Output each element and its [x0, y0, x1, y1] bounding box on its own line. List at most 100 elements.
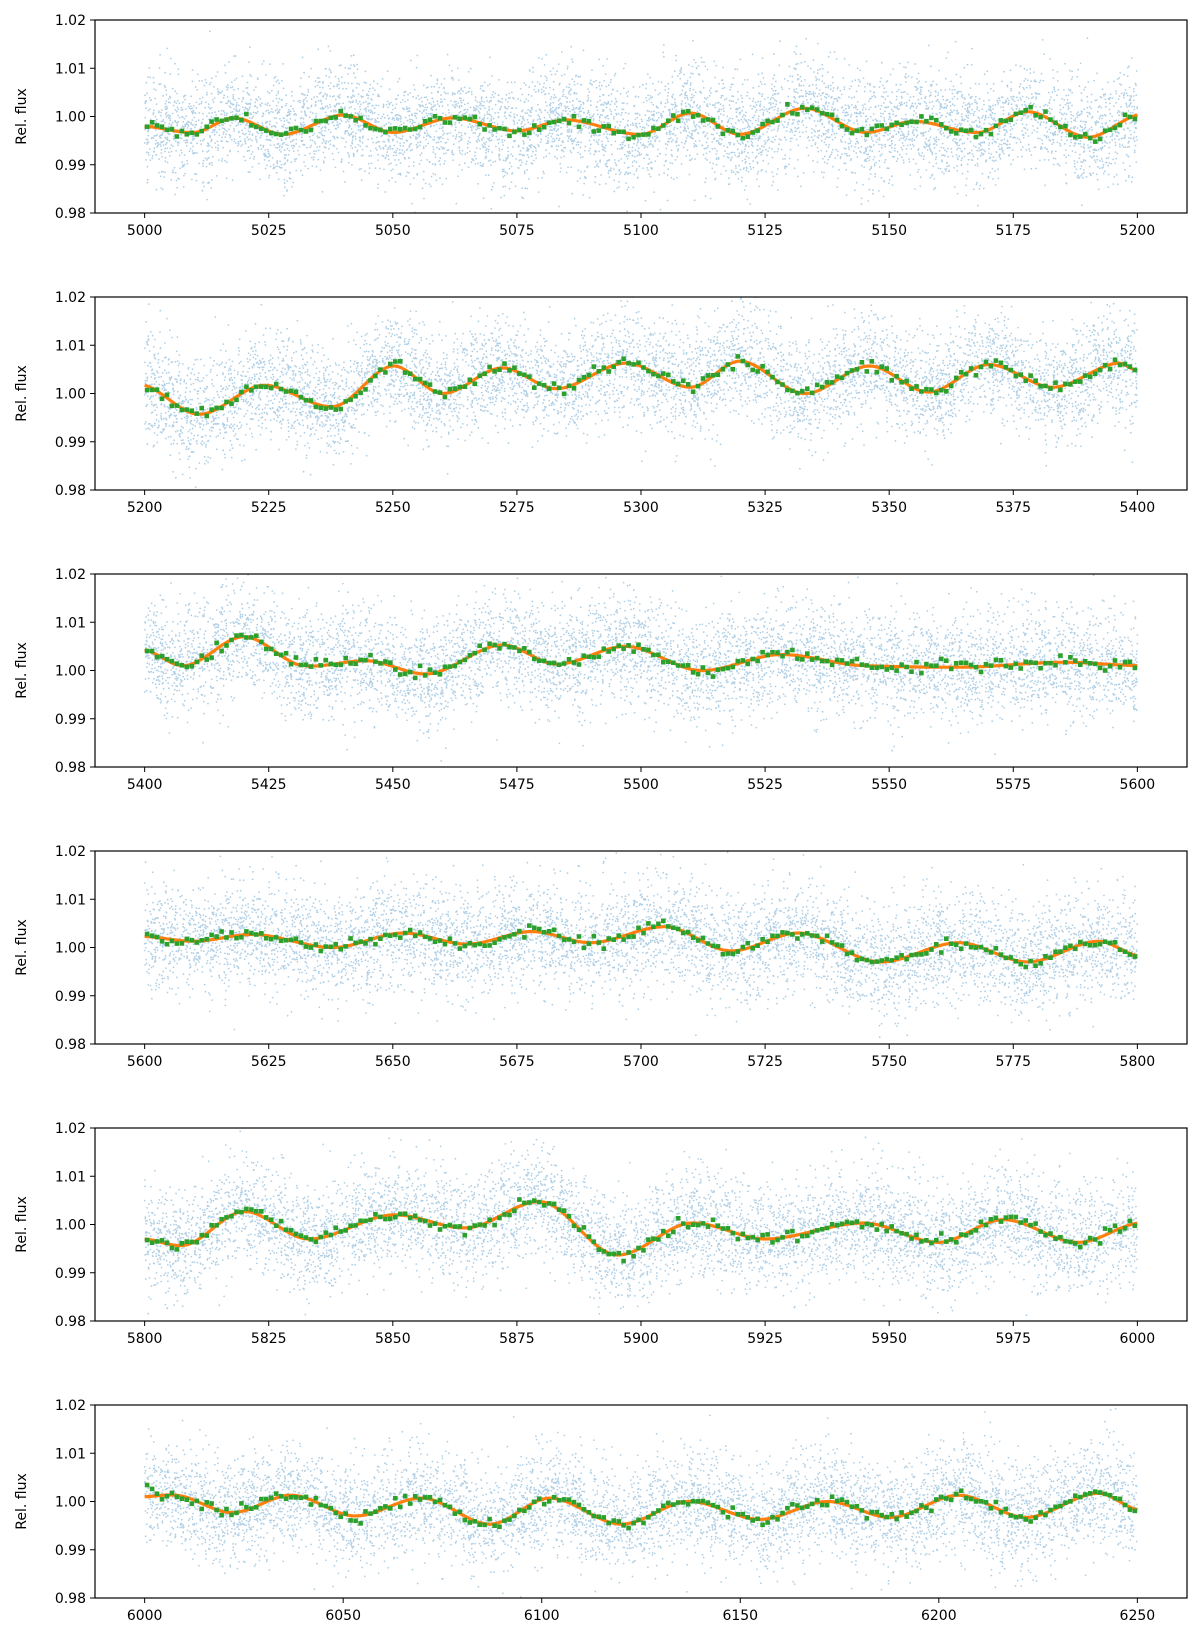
binned-point: [329, 116, 334, 121]
binned-point: [606, 1252, 611, 1257]
y-tick-label: 1.00: [55, 387, 86, 403]
binned-point: [1083, 659, 1088, 664]
binned-point: [661, 660, 666, 665]
binned-point: [487, 1217, 492, 1222]
binned-point: [706, 1224, 711, 1229]
binned-point: [800, 1506, 805, 1511]
binned-point: [289, 938, 294, 943]
binned-point: [597, 654, 602, 659]
binned-point: [577, 1503, 582, 1508]
binned-point: [378, 661, 383, 666]
binned-point: [433, 114, 438, 119]
binned-point: [150, 388, 155, 393]
binned-point: [562, 1208, 567, 1213]
binned-point: [537, 381, 542, 386]
binned-point: [870, 127, 875, 132]
binned-point: [279, 387, 284, 392]
binned-point: [661, 1504, 666, 1509]
binned-point: [969, 1497, 974, 1502]
binned-point: [840, 1222, 845, 1227]
y-tick-label: 1.02: [55, 1398, 86, 1414]
binned-point: [875, 1510, 880, 1515]
binned-point: [1073, 1493, 1078, 1498]
binned-point: [1048, 1231, 1053, 1236]
binned-point: [224, 643, 229, 648]
binned-point: [1018, 110, 1023, 115]
binned-point: [244, 1505, 249, 1510]
binned-point: [741, 945, 746, 950]
binned-point: [492, 643, 497, 648]
binned-point: [765, 119, 770, 124]
binned-point: [696, 938, 701, 943]
binned-point: [636, 926, 641, 931]
binned-point: [865, 1516, 870, 1521]
y-tick-label: 1.01: [55, 1169, 86, 1185]
binned-point: [631, 135, 636, 140]
binned-point: [666, 1501, 671, 1506]
binned-point: [582, 375, 587, 380]
binned-point: [1118, 1497, 1123, 1502]
binned-point: [363, 941, 368, 946]
binned-point: [592, 129, 597, 134]
binned-point: [656, 652, 661, 657]
binned-point: [840, 658, 845, 663]
binned-point: [721, 667, 726, 672]
binned-point: [1088, 375, 1093, 380]
x-tick-label: 5300: [623, 500, 659, 516]
binned-point: [408, 127, 413, 132]
y-tick-label: 1.01: [55, 338, 86, 354]
x-tick-label: 5125: [747, 223, 783, 239]
binned-point: [1133, 1224, 1138, 1229]
binned-point: [209, 119, 214, 124]
x-tick-label: 5275: [499, 500, 535, 516]
binned-point: [190, 938, 195, 943]
binned-point: [944, 389, 949, 394]
binned-point: [597, 369, 602, 374]
binned-point: [1108, 664, 1113, 669]
binned-point: [736, 133, 741, 138]
binned-point: [805, 108, 810, 113]
binned-point: [840, 124, 845, 129]
binned-point: [527, 374, 532, 379]
binned-point: [145, 932, 150, 937]
binned-point: [150, 649, 155, 654]
binned-point: [671, 113, 676, 118]
binned-point: [1043, 109, 1048, 114]
binned-point: [1093, 1489, 1098, 1494]
binned-point: [770, 650, 775, 655]
binned-point: [274, 651, 279, 656]
binned-point: [219, 406, 224, 411]
y-tick-label: 1.01: [55, 892, 86, 908]
binned-point: [969, 128, 974, 133]
binned-point: [1058, 653, 1063, 658]
binned-point: [492, 940, 497, 945]
binned-point: [1053, 1505, 1058, 1510]
binned-point: [676, 663, 681, 668]
binned-point: [482, 943, 487, 948]
binned-point: [855, 1504, 860, 1509]
binned-point: [338, 1229, 343, 1234]
binned-point: [472, 1223, 477, 1228]
binned-point: [577, 934, 582, 939]
binned-point: [214, 641, 219, 646]
y-tick-label: 0.99: [55, 989, 86, 1005]
binned-point: [845, 371, 850, 376]
binned-point: [472, 382, 477, 387]
binned-point: [557, 119, 562, 124]
binned-point: [626, 935, 631, 940]
binned-point: [155, 123, 160, 128]
binned-point: [696, 1223, 701, 1228]
binned-point: [681, 379, 686, 384]
binned-point: [721, 367, 726, 372]
binned-point: [651, 1511, 656, 1516]
binned-point: [671, 660, 676, 665]
binned-point: [180, 941, 185, 946]
binned-point: [527, 1200, 532, 1205]
binned-point: [641, 647, 646, 652]
binned-point: [741, 1232, 746, 1237]
binned-point: [522, 935, 527, 940]
binned-point: [314, 405, 319, 410]
binned-point: [170, 1491, 175, 1496]
binned-point: [949, 384, 954, 389]
binned-point: [1014, 374, 1019, 379]
